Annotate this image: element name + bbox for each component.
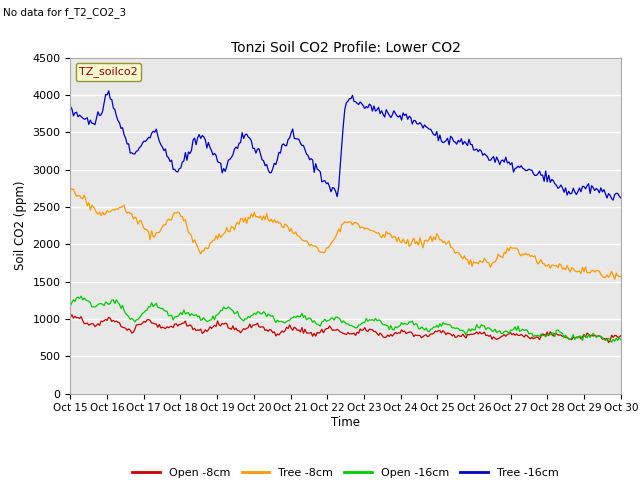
- Open -16cm: [67, 303, 74, 309]
- Tree -8cm: [307, 241, 315, 247]
- Open -16cm: [588, 332, 595, 338]
- Line: Tree -8cm: Tree -8cm: [70, 188, 621, 279]
- Line: Tree -16cm: Tree -16cm: [70, 91, 621, 200]
- Open -8cm: [67, 314, 74, 320]
- Open -8cm: [232, 325, 240, 331]
- Tree -16cm: [617, 195, 625, 201]
- Open -8cm: [588, 333, 595, 338]
- Tree -16cm: [260, 158, 268, 164]
- Tree -16cm: [308, 157, 316, 163]
- Open -8cm: [68, 312, 76, 318]
- Open -8cm: [605, 339, 612, 345]
- Open -16cm: [260, 309, 268, 314]
- Tree -16cm: [588, 183, 595, 189]
- Tree -8cm: [134, 221, 141, 227]
- Tree -16cm: [105, 88, 113, 94]
- Open -16cm: [250, 310, 258, 316]
- Open -8cm: [136, 322, 143, 327]
- Tree -16cm: [67, 104, 74, 109]
- Title: Tonzi Soil CO2 Profile: Lower CO2: Tonzi Soil CO2 Profile: Lower CO2: [230, 41, 461, 55]
- Open -16cm: [608, 339, 616, 345]
- Y-axis label: Soil CO2 (ppm): Soil CO2 (ppm): [14, 181, 27, 270]
- Open -16cm: [232, 310, 240, 316]
- Tree -8cm: [230, 227, 238, 233]
- Tree -8cm: [67, 185, 74, 191]
- Tree -16cm: [250, 145, 258, 151]
- Open -16cm: [617, 336, 625, 342]
- Legend: Open -8cm, Tree -8cm, Open -16cm, Tree -16cm: Open -8cm, Tree -8cm, Open -16cm, Tree -…: [128, 463, 563, 480]
- Open -16cm: [136, 315, 143, 321]
- Line: Open -16cm: Open -16cm: [70, 296, 621, 342]
- Open -8cm: [250, 322, 258, 328]
- Tree -8cm: [258, 217, 266, 223]
- Tree -16cm: [232, 144, 240, 150]
- Tree -8cm: [586, 270, 594, 276]
- Tree -8cm: [617, 273, 625, 279]
- Open -8cm: [308, 333, 316, 339]
- Tree -8cm: [611, 276, 618, 282]
- X-axis label: Time: Time: [331, 416, 360, 429]
- Tree -16cm: [136, 144, 143, 150]
- Open -16cm: [308, 319, 316, 325]
- Line: Open -8cm: Open -8cm: [70, 315, 621, 342]
- Open -8cm: [260, 324, 268, 330]
- Open -16cm: [77, 293, 85, 299]
- Tree -16cm: [609, 197, 617, 203]
- Tree -8cm: [249, 214, 257, 220]
- Open -8cm: [617, 333, 625, 338]
- Text: No data for f_T2_CO2_3: No data for f_T2_CO2_3: [3, 7, 126, 18]
